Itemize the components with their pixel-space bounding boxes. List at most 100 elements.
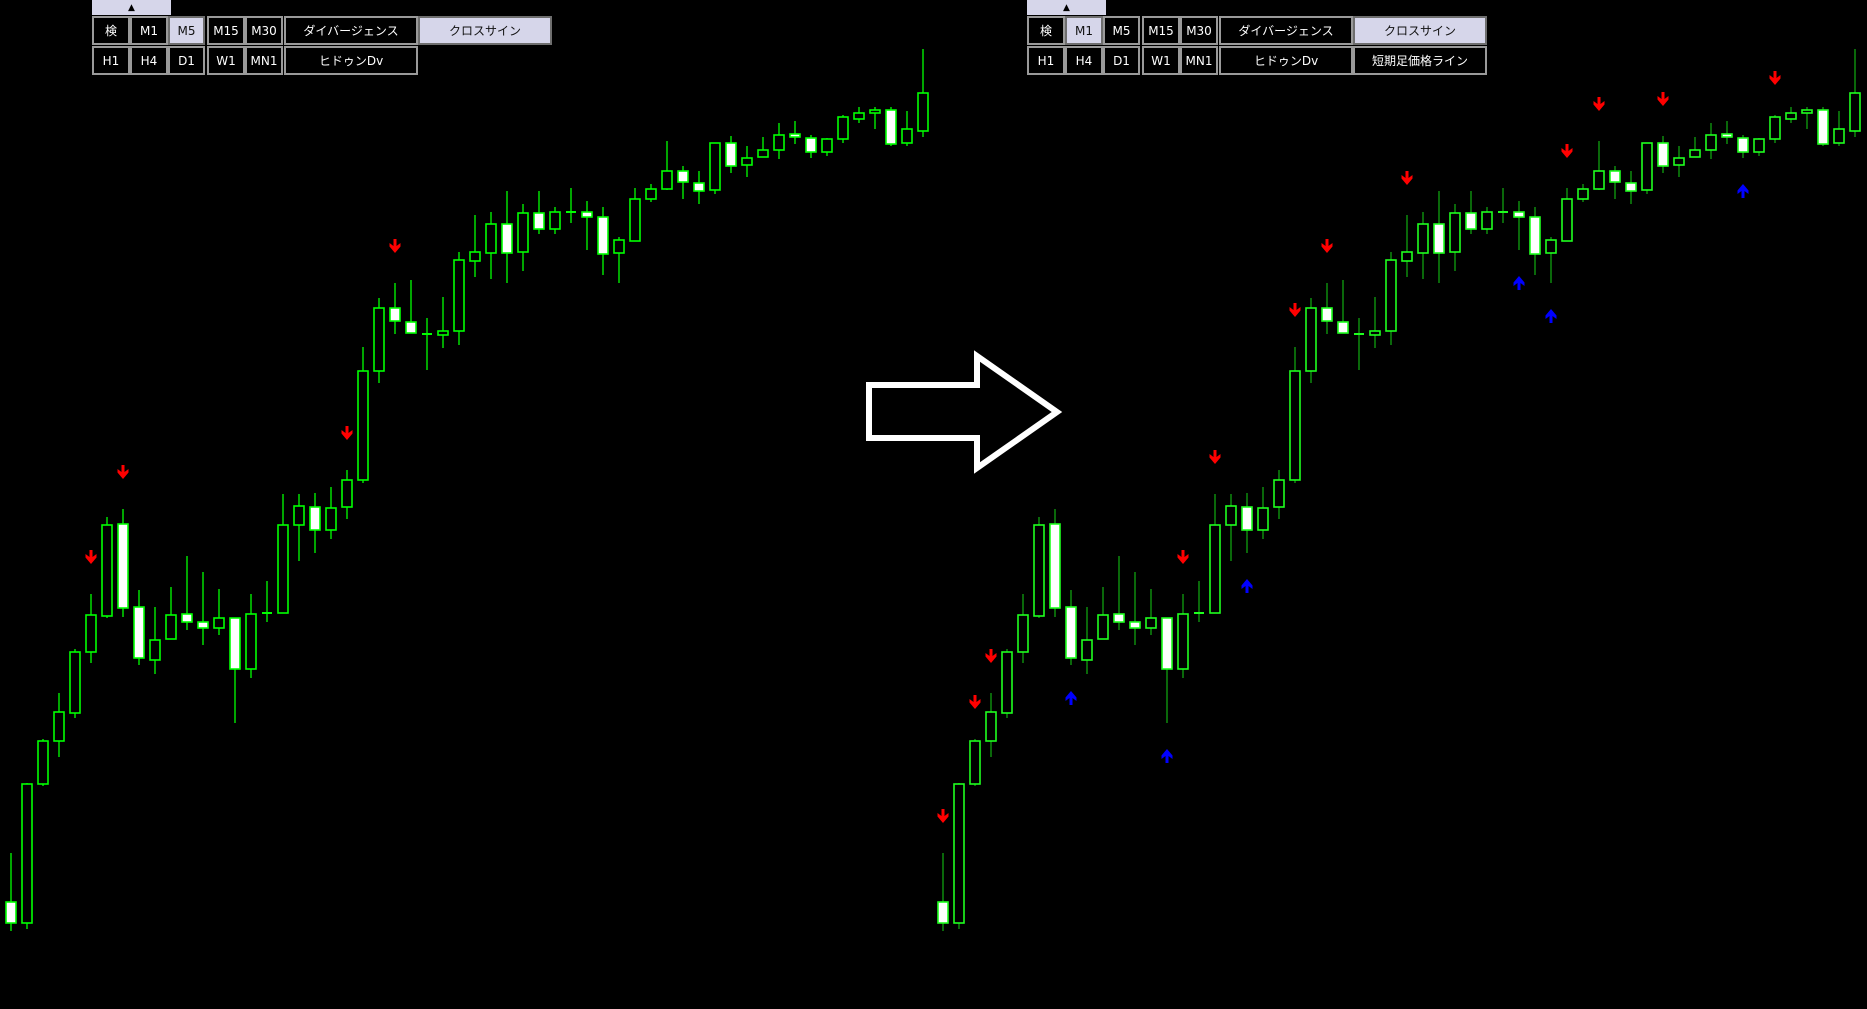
candle [885,107,897,146]
toolbar-button-D1[interactable]: D1 [1103,46,1140,75]
candle [821,138,833,156]
candle [613,237,625,283]
candle-body [5,901,17,924]
candle-body [149,639,161,661]
candle [1657,136,1669,173]
toolbar-button-M15[interactable]: M15 [207,16,245,45]
candle-body [181,613,193,623]
sell-arrow-icon [389,239,401,253]
sell-arrow-icon [341,426,353,440]
toolbar-button-D1[interactable]: D1 [168,46,205,75]
candle-body [533,212,545,230]
candle-body [1801,109,1813,114]
timeframe-toolbar-right: ▲ 検 M1 M5 M15 M30 ダイバージェンス クロスサイン H1 H4 D1 W1 MN1 ヒドゥ… [1027,0,1489,76]
candle-body [1385,259,1397,332]
toolbar-button-M30[interactable]: M30 [245,16,283,45]
candle-body [469,251,481,262]
candle-body [517,212,529,253]
candle-body [1225,505,1237,526]
candle-body [597,216,609,255]
candle [741,146,753,177]
toolbar-button-M30[interactable]: M30 [1180,16,1218,45]
candle-body [773,134,785,151]
candle [1097,587,1109,640]
candle-body [1017,614,1029,653]
candle-body [1401,251,1413,262]
buy-arrow-icon [1241,579,1253,593]
candle-body [501,223,513,254]
toolbar-button-MN1[interactable]: MN1 [245,46,283,75]
candle [901,111,913,146]
toolbar-button-W1[interactable]: W1 [1142,46,1180,75]
toolbar-button-M15[interactable]: M15 [1142,16,1180,45]
toolbar-button-検[interactable]: 検 [1027,16,1065,45]
candle [1673,146,1685,177]
toolbar-button-MN1[interactable]: MN1 [1180,46,1218,75]
candle [1641,142,1653,194]
toolbar-button-H1[interactable]: H1 [1027,46,1065,75]
candle-body [229,617,241,670]
collapse-toolbar-button[interactable]: ▲ [1027,0,1106,15]
candle-body [1593,170,1605,190]
candle [1081,607,1093,674]
candle [1609,166,1621,199]
candle-body [1753,138,1765,153]
candle-body [373,307,385,372]
candle [789,121,801,144]
candle [373,298,385,383]
toolbar-button-H4[interactable]: H4 [1065,46,1103,75]
candle [1721,121,1733,144]
toolbar-button-クロスサイン[interactable]: クロスサイン [1353,16,1487,45]
candle [1145,589,1157,635]
toolbar-button-ヒドゥンDv[interactable]: ヒドゥンDv [284,46,418,75]
toolbar-button-W1[interactable]: W1 [207,46,245,75]
toolbar-button-クロスサイン[interactable]: クロスサイン [418,16,552,45]
collapse-toolbar-button[interactable]: ▲ [92,0,171,15]
toolbar-button-M1[interactable]: M1 [1065,16,1103,45]
candle [1449,204,1461,271]
toolbar-button-ダイバージェンス[interactable]: ダイバージェンス [1219,16,1353,45]
chart-panel-before [5,49,929,931]
candle-body [309,506,321,531]
candle [1465,191,1477,234]
toolbar-button-ヒドゥンDv[interactable]: ヒドゥンDv [1219,46,1353,75]
candle-body [37,740,49,785]
toolbar-button-検[interactable]: 検 [92,16,130,45]
candle [1593,141,1605,190]
toolbar-button-短期足価格ライン[interactable]: 短期足価格ライン [1353,46,1487,75]
candle-body [1513,211,1525,218]
toolbar-button-ダイバージェンス[interactable]: ダイバージェンス [284,16,418,45]
candle [101,517,113,618]
candle-body [1481,211,1493,230]
candle-body [1177,613,1189,670]
candle [1113,556,1125,630]
candle [85,594,97,663]
candle-body [1081,639,1093,661]
candle-body [1561,198,1573,242]
candle-body [1449,212,1461,253]
candle [533,191,545,234]
candle-body [1001,651,1013,714]
candle-body [165,614,177,640]
toolbar-button-H4[interactable]: H4 [130,46,168,75]
candle [453,252,465,345]
candle [165,587,177,640]
candle-body [1609,170,1621,183]
toolbar-button-M1[interactable]: M1 [130,16,168,45]
sell-arrow-icon [1401,171,1413,185]
candle-body [1465,212,1477,230]
candle-body [953,783,965,924]
toolbar-button-M5[interactable]: M5 [1103,16,1140,45]
candle-body [1337,321,1349,334]
toolbar-button-H1[interactable]: H1 [92,46,130,75]
candle-body [693,182,705,192]
candle [1705,123,1717,159]
candle [1385,252,1397,345]
candle [937,853,949,931]
toolbar-button-M5[interactable]: M5 [168,16,205,45]
candle-body [277,524,289,614]
candle-body [1657,142,1669,167]
buy-arrow-icon [1513,276,1525,290]
candle [1769,115,1781,143]
